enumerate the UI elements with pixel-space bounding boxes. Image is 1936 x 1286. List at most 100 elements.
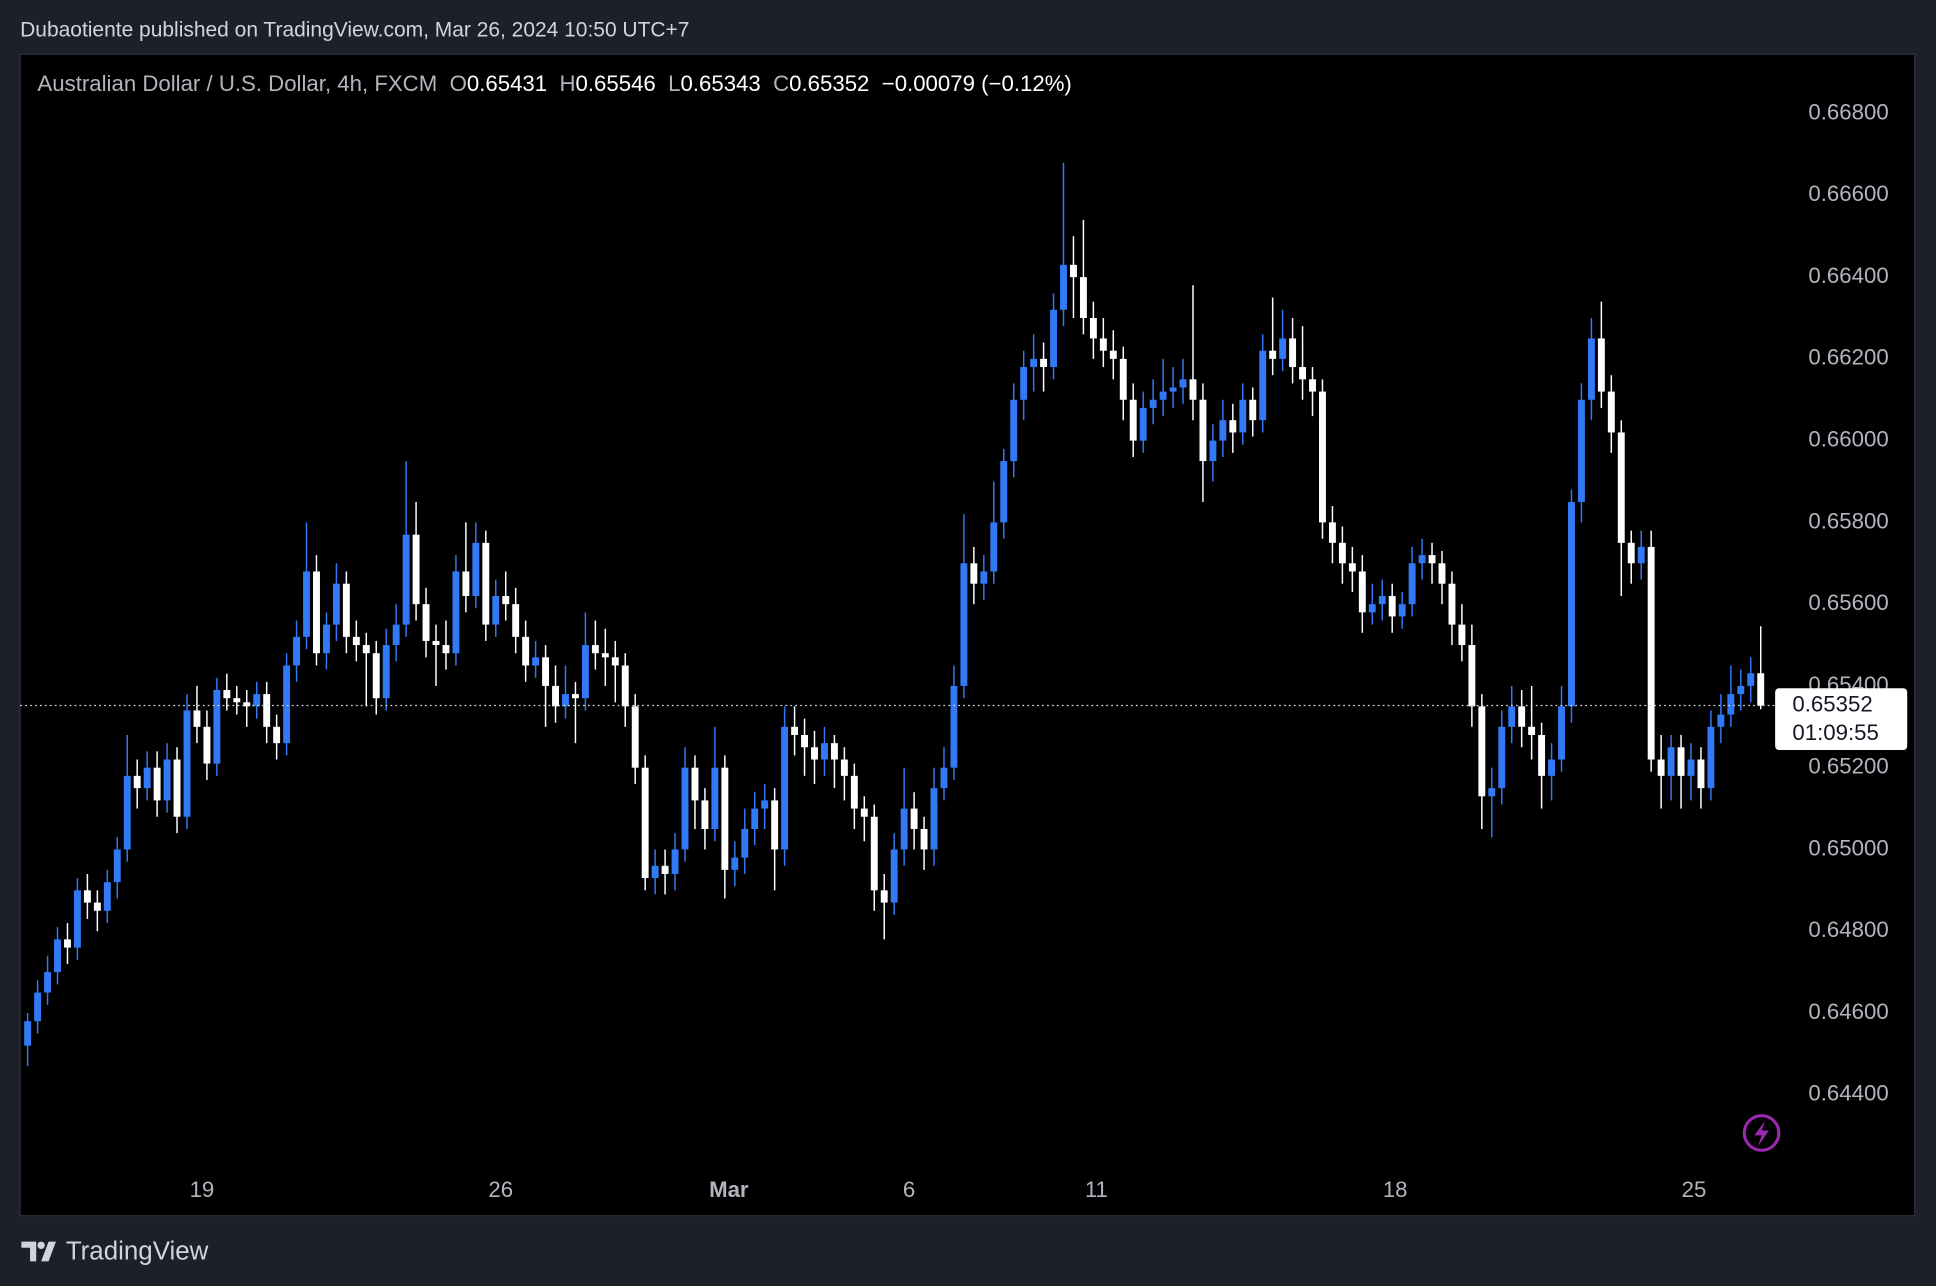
candle-body [1000, 461, 1008, 523]
candle-body [1119, 358, 1127, 400]
candle-body [940, 767, 948, 789]
candle-body [1528, 726, 1536, 735]
candle-body [283, 665, 291, 744]
logo-mark [21, 1241, 56, 1262]
logo-dot [37, 1241, 45, 1249]
candle-body [1408, 563, 1416, 605]
candle-body [960, 563, 968, 686]
candle-body [1020, 367, 1028, 400]
legend-label: L [668, 71, 680, 96]
candle-body [1079, 277, 1087, 318]
candle-body [173, 759, 181, 817]
candle-body [1239, 399, 1247, 433]
candle-body [1209, 440, 1217, 462]
legend-value: 0.65546 [576, 71, 656, 96]
candle-body [1548, 759, 1556, 776]
candle-body [322, 624, 330, 654]
candle-body [73, 890, 81, 948]
candle-body [1737, 685, 1745, 695]
x-tick-label: Mar [709, 1177, 749, 1202]
candle-body [1747, 673, 1755, 686]
candle-body [711, 767, 719, 830]
candle-body [850, 775, 858, 809]
candle-body [213, 690, 221, 764]
plot: 0.644000.646000.648000.650000.652000.654… [20, 99, 1908, 1202]
candle-body [661, 865, 669, 874]
candle-body [1627, 542, 1635, 564]
candle-body [980, 571, 988, 584]
candle-body [143, 767, 151, 789]
candle-body [452, 571, 460, 654]
candle-body [701, 800, 709, 830]
candle-body [910, 808, 918, 830]
candle-body [1129, 399, 1137, 441]
candle-body [741, 829, 749, 858]
y-tick-label: 0.65200 [1808, 754, 1888, 779]
candle-body [970, 563, 978, 584]
candle-body [263, 694, 271, 727]
candle-body [1189, 379, 1197, 400]
y-tick-label: 0.66600 [1808, 181, 1888, 206]
candle-body [801, 734, 808, 748]
candle-body [1338, 542, 1346, 564]
candle-body [1468, 645, 1476, 707]
candle-body [402, 534, 410, 625]
candle-body [313, 571, 320, 654]
y-tick-label: 0.66400 [1808, 263, 1888, 288]
candle-body [1757, 673, 1765, 706]
y-tick-label: 0.64800 [1808, 917, 1888, 942]
candle-body [1687, 759, 1695, 776]
candle-body [950, 685, 958, 768]
candle-body [362, 645, 370, 654]
x-tick-label: 25 [1682, 1177, 1707, 1202]
tradingview-logo: TradingView [21, 1238, 209, 1266]
candle-body [1368, 604, 1376, 613]
candle-body [1299, 367, 1307, 380]
legend-label: O [450, 71, 467, 96]
candle-body [731, 857, 739, 870]
alert-icon[interactable] [1742, 1114, 1781, 1152]
y-tick-label: 0.66800 [1808, 99, 1888, 124]
ohlc-legend: O0.65431 H0.65546 L0.65343 C0.65352 [450, 71, 870, 96]
candle-body [512, 604, 520, 637]
y-tick-label: 0.65000 [1808, 835, 1888, 860]
candle-body [1030, 358, 1038, 368]
candle-body [1099, 338, 1107, 351]
symbol: Australian Dollar / U.S. Dollar, 4h, FXC… [37, 71, 437, 96]
candle-body [1428, 555, 1436, 564]
candle-body [1289, 338, 1297, 368]
candle-body [601, 653, 609, 658]
candle-body [253, 694, 261, 707]
candle-body [432, 640, 440, 646]
candle-body [123, 775, 131, 850]
candle-body [1607, 391, 1615, 433]
candle-body [64, 939, 71, 948]
candle-body [1309, 379, 1316, 392]
candle-body [372, 653, 380, 699]
candle-body [1328, 522, 1336, 543]
candle-body [1448, 583, 1456, 625]
candle-body [342, 583, 350, 637]
candle-body [1727, 694, 1735, 715]
candle-body [54, 939, 61, 973]
candle-body [1458, 624, 1466, 646]
candle-body [462, 571, 470, 596]
candle-body [382, 645, 390, 699]
candle-body [1060, 264, 1067, 310]
change: −0.00079 (−0.12%) [882, 71, 1072, 96]
candle-body [412, 534, 420, 605]
candle-body [1040, 358, 1048, 368]
candle-body [502, 595, 510, 605]
candle-body [581, 645, 589, 699]
candle-body [920, 829, 928, 850]
legend-label: C [773, 71, 789, 96]
candle-body [352, 636, 360, 646]
candle-body [1139, 407, 1147, 441]
price-tag-label: 0.65352 [1792, 691, 1872, 716]
candle-body [1717, 714, 1725, 727]
candle-body [860, 808, 868, 817]
candle-body [1657, 759, 1665, 776]
candle-body [163, 759, 171, 801]
candle-body [273, 726, 281, 744]
